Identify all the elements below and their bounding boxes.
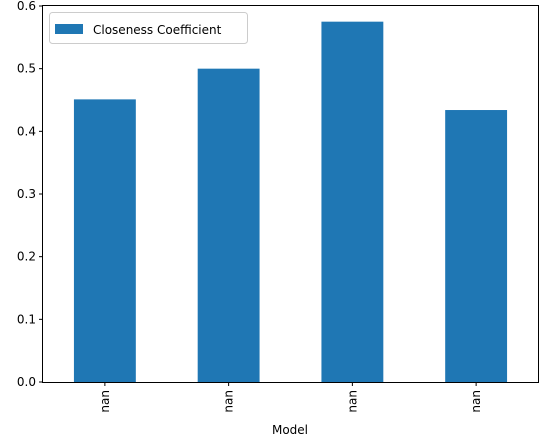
legend: Closeness Coefficient (49, 12, 248, 44)
legend-box (49, 12, 248, 44)
y-tick-label-0: 0.0 (17, 375, 36, 389)
legend-label: Closeness Coefficient (93, 23, 222, 37)
x-axis-label: Model (272, 423, 308, 437)
x-axis-ticks: nan nan nan nan (98, 382, 483, 413)
y-tick-label-4: 0.4 (17, 124, 36, 138)
legend-swatch (55, 24, 83, 34)
y-tick-label-2: 0.2 (17, 250, 36, 264)
y-tick-label-3: 0.3 (17, 187, 36, 201)
x-tick-label-3: nan (469, 390, 483, 413)
y-axis-ticks: 0.0 0.1 0.2 0.3 0.4 0.5 0.6 (17, 0, 43, 389)
y-tick-label-5: 0.5 (17, 62, 36, 76)
x-tick-label-0: nan (98, 390, 112, 413)
y-tick-label-6: 0.6 (17, 0, 36, 13)
x-tick-label-1: nan (222, 390, 236, 413)
x-tick-label-2: nan (345, 390, 359, 413)
y-tick-label-1: 0.1 (17, 312, 36, 326)
bar-2 (321, 21, 384, 382)
bar-1 (197, 68, 260, 383)
bars-group (73, 21, 508, 383)
bar-3 (445, 110, 508, 382)
bar-0 (73, 99, 136, 383)
